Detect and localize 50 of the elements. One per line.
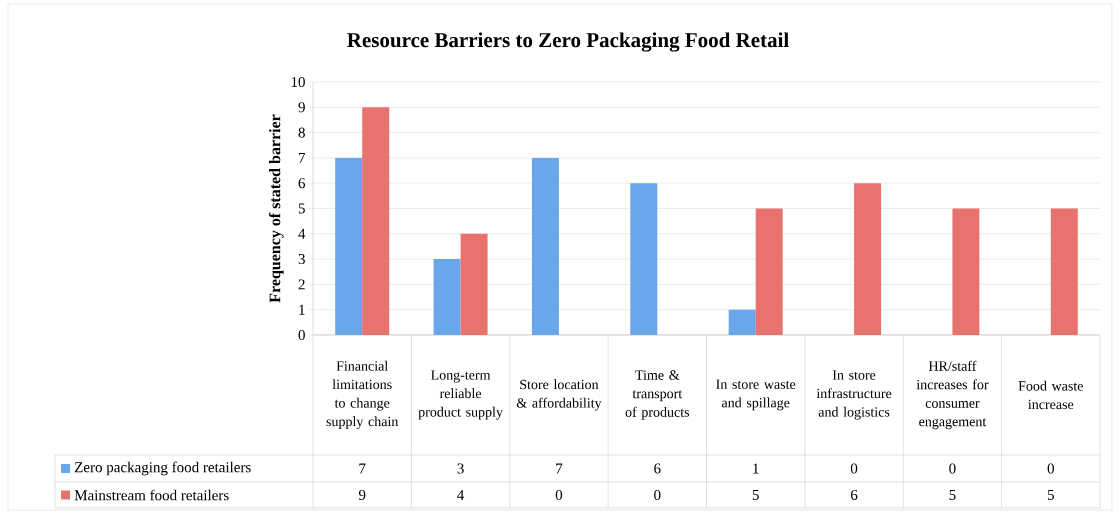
- bar: [460, 233, 488, 335]
- x-tick-label: Food waste increase: [1018, 380, 1083, 410]
- data-label: 3: [457, 463, 464, 474]
- y-axis-title: Frequency of stated barrier: [268, 114, 284, 303]
- data-label: 6: [654, 463, 661, 474]
- bar: [952, 208, 980, 335]
- data-label: 0: [850, 463, 858, 474]
- bar: [362, 107, 390, 335]
- y-tick-label: 9: [298, 102, 305, 113]
- data-label: 5: [752, 490, 759, 500]
- y-tick-label: 2: [298, 279, 305, 290]
- data-label: 0: [1047, 463, 1054, 474]
- data-label: 7: [359, 463, 366, 474]
- chart-title: Resource Barriers to Zero Packaging Food Retail: [347, 32, 789, 52]
- bar: [1050, 208, 1078, 335]
- data-label: 6: [850, 489, 858, 501]
- y-tick-label: 0: [298, 329, 305, 341]
- y-tick-label: 4: [298, 228, 306, 239]
- bar: [854, 183, 882, 335]
- data-label: 5: [1047, 490, 1054, 500]
- data-label: 0: [949, 463, 956, 474]
- x-tick-label: In store waste and spillage: [716, 379, 796, 411]
- bar: [335, 157, 363, 335]
- y-tick-label: 8: [298, 127, 305, 138]
- x-tick-label: Time & transport of products: [625, 370, 690, 420]
- data-label: 9: [358, 489, 366, 501]
- bar: [630, 183, 658, 335]
- y-tick-label: 5: [298, 203, 305, 214]
- data-label: 1: [753, 463, 759, 474]
- x-tick-label: Long-term reliable product supply: [418, 370, 503, 420]
- x-tick-label: In store infrastructure and logistics: [816, 370, 892, 420]
- y-tick-label: 6: [298, 178, 306, 189]
- x-tick-label: Store location & affordability: [516, 379, 602, 411]
- data-label: 5: [949, 490, 956, 500]
- legend-label: Mainstream food retailers: [74, 489, 229, 501]
- y-tick-label: 7: [298, 152, 306, 163]
- bar: [755, 208, 783, 335]
- bar: [531, 157, 559, 335]
- bar: [728, 309, 756, 335]
- data-label: 4: [457, 490, 465, 500]
- data-label: 0: [654, 489, 661, 501]
- x-tick-label: Financial limitations to change supply chain: [326, 360, 399, 430]
- bar: [433, 259, 461, 335]
- y-tick-label: 10: [291, 76, 305, 88]
- data-label: 7: [556, 463, 563, 474]
- x-tick-label: HR/staff increases for consumer engagement: [916, 360, 989, 430]
- y-tick-label: 3: [298, 254, 305, 265]
- y-tick-label: 1: [299, 304, 305, 315]
- data-label: 0: [555, 489, 563, 501]
- legend-label: Zero packaging food retailers: [74, 461, 251, 476]
